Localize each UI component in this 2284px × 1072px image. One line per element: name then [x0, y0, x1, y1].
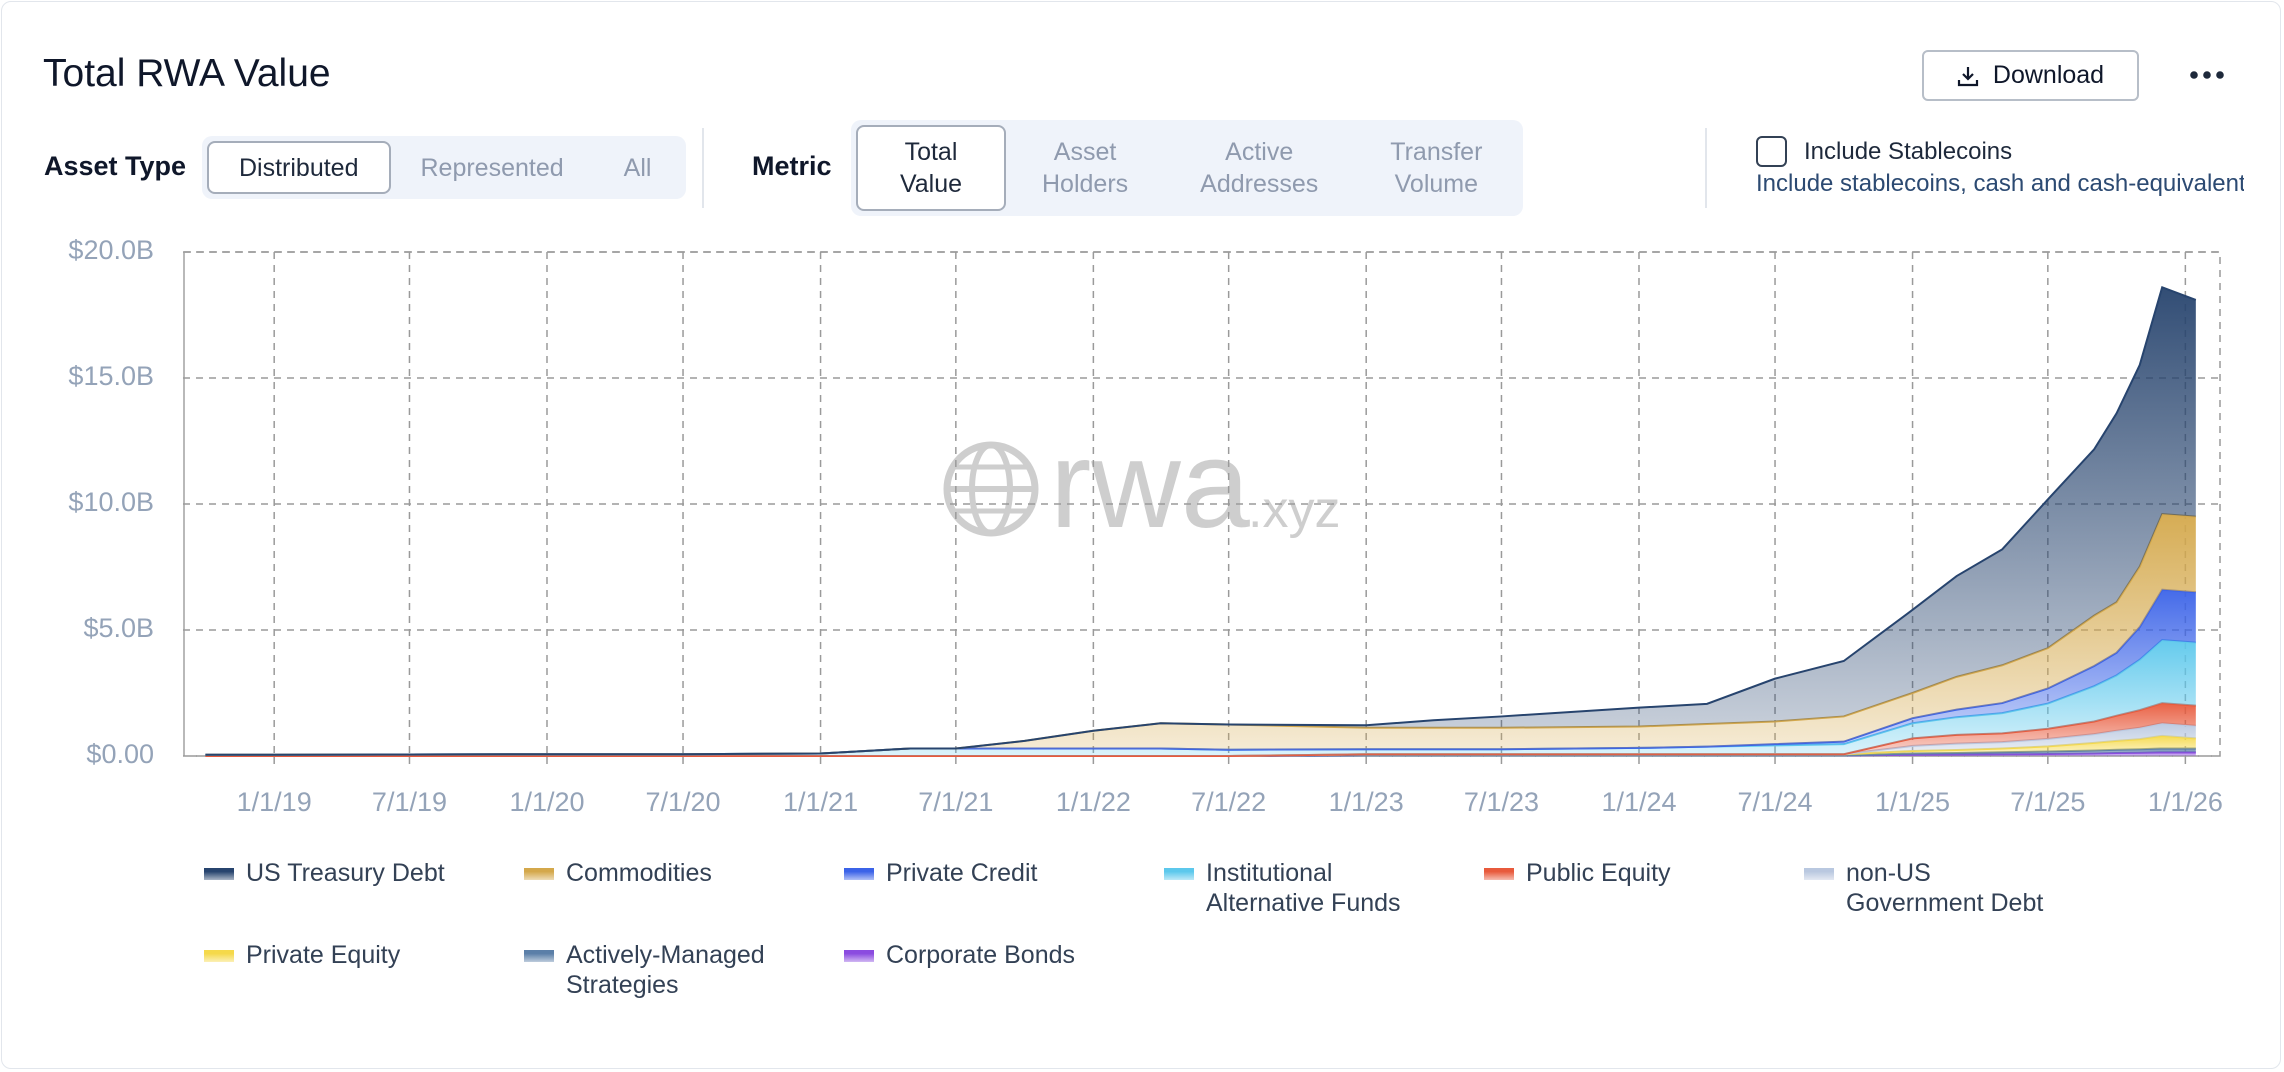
metric-label: Metric [752, 151, 832, 181]
legend: US Treasury Debt Commodities Private Credi… [204, 858, 2124, 1000]
legend-label: Actively-Managed Strategies [566, 941, 765, 999]
x-tick-label: 1/1/20 [509, 787, 584, 817]
legend-label: Institutional Alternative Funds [1206, 859, 1401, 917]
x-tick-label: 7/1/22 [1191, 787, 1266, 817]
toggle-option[interactable]: Distributed [207, 141, 391, 194]
legend-swatch [524, 868, 554, 880]
legend-label: Commodities [566, 859, 712, 887]
legend-swatch [204, 950, 234, 962]
toggle-option-label: Asset Holders [1042, 138, 1129, 198]
area-line [205, 285, 2197, 756]
stablecoins-checkbox[interactable] [1756, 136, 1787, 167]
toggle-option[interactable]: Asset Holders [1006, 125, 1164, 211]
toggle-option-label: Distributed [239, 153, 359, 182]
metric-toggle: Total Value Asset Holders Active Addresses… [851, 120, 1524, 216]
asset-type-label: Asset Type [44, 151, 187, 181]
download-button[interactable]: Download [1922, 50, 2139, 101]
x-tick-label: 1/1/24 [1601, 787, 1676, 817]
stablecoins-label[interactable]: Include Stablecoins [1804, 138, 2013, 165]
legend-label: Private Credit [886, 859, 1038, 887]
legend-item[interactable]: Commodities [524, 858, 844, 918]
legend-item[interactable]: Corporate Bonds [844, 940, 1164, 1000]
toggle-option-label: Transfer Volume [1390, 138, 1483, 198]
toggle-option[interactable]: Active Addresses [1164, 125, 1354, 211]
legend-item[interactable]: Public Equity [1484, 858, 1804, 918]
y-tick-label: $5.0B [83, 613, 154, 643]
divider [1705, 128, 1707, 208]
x-tick-label: 7/1/20 [645, 787, 720, 817]
download-label: Download [1992, 61, 2105, 89]
title: Total RWA Value [43, 52, 331, 95]
divider [702, 128, 704, 208]
x-tick-label: 1/1/19 [237, 787, 312, 817]
x-tick-label: 7/1/24 [1737, 787, 1812, 817]
legend-swatch [1164, 868, 1194, 880]
legend-item[interactable]: non-US Government Debt [1804, 858, 2124, 918]
download-icon [1957, 66, 1979, 86]
y-tick-label: $20.0B [68, 235, 154, 265]
x-tick-label: 7/1/23 [1464, 787, 1539, 817]
watermark: rwa .xyz [943, 416, 1340, 554]
x-tick-label: 1/1/21 [783, 787, 858, 817]
stablecoins-description: Include stablecoins, cash and cash-equiv… [1756, 170, 2244, 197]
x-tick-label: 7/1/21 [918, 787, 993, 817]
toggle-option-label: Total Value [899, 138, 963, 198]
legend-swatch [1484, 868, 1514, 880]
legend-label: Public Equity [1526, 859, 1671, 887]
legend-item[interactable]: Private Equity [204, 940, 524, 1000]
x-tick-label: 1/1/26 [2148, 787, 2223, 817]
x-tick-label: 1/1/23 [1329, 787, 1404, 817]
legend-label: Private Equity [246, 941, 401, 969]
legend-swatch [1804, 868, 1834, 880]
y-tick-label: $10.0B [68, 487, 154, 517]
legend-item[interactable]: Actively-Managed Strategies [524, 940, 844, 1000]
legend-label: Corporate Bonds [886, 941, 1076, 969]
x-tick-label: 7/1/25 [2010, 787, 2085, 817]
legend-label: non-US Government Debt [1846, 859, 2044, 917]
toggle-option[interactable]: Transfer Volume [1354, 125, 1518, 211]
legend-swatch [844, 950, 874, 962]
toggle-option[interactable]: All [594, 141, 682, 194]
legend-swatch [204, 868, 234, 880]
y-tick-label: $0.00 [86, 739, 154, 769]
more-menu[interactable] [2187, 60, 2227, 90]
y-tick-label: $15.0B [68, 361, 154, 391]
toggle-option-label: Represented [420, 153, 564, 182]
toggle-option-label: Active Addresses [1200, 138, 1319, 198]
toggle-option[interactable]: Total Value [856, 125, 1006, 211]
x-tick-label: 7/1/19 [372, 787, 447, 817]
legend-item[interactable]: US Treasury Debt [204, 858, 524, 918]
legend-item[interactable]: Institutional Alternative Funds [1164, 858, 1484, 918]
legend-swatch [844, 868, 874, 880]
x-tick-label: 1/1/25 [1875, 787, 1950, 817]
toggle-option-label: All [623, 153, 652, 182]
watermark-text: rwa [1050, 416, 1250, 554]
legend-item[interactable]: Private Credit [844, 858, 1164, 918]
x-tick-label: 1/1/22 [1056, 787, 1131, 817]
asset-type-toggle: Distributed Represented All [202, 136, 687, 199]
watermark-suffix: .xyz [1248, 481, 1340, 539]
area [205, 752, 2196, 756]
toggle-option[interactable]: Represented [391, 141, 594, 194]
legend-swatch [524, 950, 554, 962]
legend-label: US Treasury Debt [246, 859, 445, 887]
